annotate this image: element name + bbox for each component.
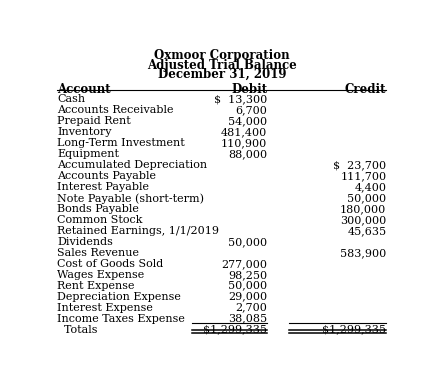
Text: 50,000: 50,000 (228, 237, 267, 247)
Text: Oxmoor Corporation: Oxmoor Corporation (154, 49, 290, 62)
Text: 38,085: 38,085 (228, 314, 267, 324)
Text: Dividends: Dividends (58, 237, 113, 247)
Text: $  13,300: $ 13,300 (214, 94, 267, 104)
Text: 583,900: 583,900 (340, 248, 386, 258)
Text: Wages Expense: Wages Expense (58, 270, 145, 280)
Text: December 31, 2019: December 31, 2019 (158, 68, 286, 81)
Text: Interest Payable: Interest Payable (58, 182, 149, 192)
Text: Retained Earnings, 1/1/2019: Retained Earnings, 1/1/2019 (58, 226, 220, 236)
Text: 111,700: 111,700 (340, 171, 386, 181)
Text: Totals: Totals (58, 325, 98, 335)
Text: Accounts Receivable: Accounts Receivable (58, 105, 174, 115)
Text: 481,400: 481,400 (221, 127, 267, 137)
Text: Cost of Goods Sold: Cost of Goods Sold (58, 259, 164, 269)
Text: 300,000: 300,000 (340, 215, 386, 225)
Text: 4,400: 4,400 (354, 182, 386, 192)
Text: Rent Expense: Rent Expense (58, 281, 135, 291)
Text: $1,299,335: $1,299,335 (322, 325, 386, 335)
Text: 110,900: 110,900 (221, 138, 267, 148)
Text: Prepaid Rent: Prepaid Rent (58, 116, 131, 126)
Text: Income Taxes Expense: Income Taxes Expense (58, 314, 185, 324)
Text: 45,635: 45,635 (347, 226, 386, 236)
Text: Interest Expense: Interest Expense (58, 303, 153, 313)
Text: 180,000: 180,000 (340, 204, 386, 214)
Text: Accumulated Depreciation: Accumulated Depreciation (58, 160, 207, 170)
Text: 29,000: 29,000 (228, 292, 267, 302)
Text: Depreciation Expense: Depreciation Expense (58, 292, 181, 302)
Text: $1,299,335: $1,299,335 (203, 325, 267, 335)
Text: Long-Term Investment: Long-Term Investment (58, 138, 185, 148)
Text: 277,000: 277,000 (221, 259, 267, 269)
Text: 54,000: 54,000 (228, 116, 267, 126)
Text: Accounts Payable: Accounts Payable (58, 171, 156, 181)
Text: Inventory: Inventory (58, 127, 112, 137)
Text: Equipment: Equipment (58, 149, 120, 159)
Text: 50,000: 50,000 (347, 193, 386, 203)
Text: Credit: Credit (345, 83, 386, 96)
Text: 98,250: 98,250 (228, 270, 267, 280)
Text: Adjusted Trial Balance: Adjusted Trial Balance (147, 59, 297, 72)
Text: Sales Revenue: Sales Revenue (58, 248, 139, 258)
Text: Note Payable (short-term): Note Payable (short-term) (58, 193, 204, 204)
Text: Cash: Cash (58, 94, 86, 104)
Text: $  23,700: $ 23,700 (333, 160, 386, 170)
Text: 6,700: 6,700 (236, 105, 267, 115)
Text: Bonds Payable: Bonds Payable (58, 204, 139, 214)
Text: Common Stock: Common Stock (58, 215, 143, 225)
Text: 50,000: 50,000 (228, 281, 267, 291)
Text: 88,000: 88,000 (228, 149, 267, 159)
Text: Account: Account (58, 83, 111, 96)
Text: Debit: Debit (231, 83, 267, 96)
Text: 2,700: 2,700 (236, 303, 267, 313)
